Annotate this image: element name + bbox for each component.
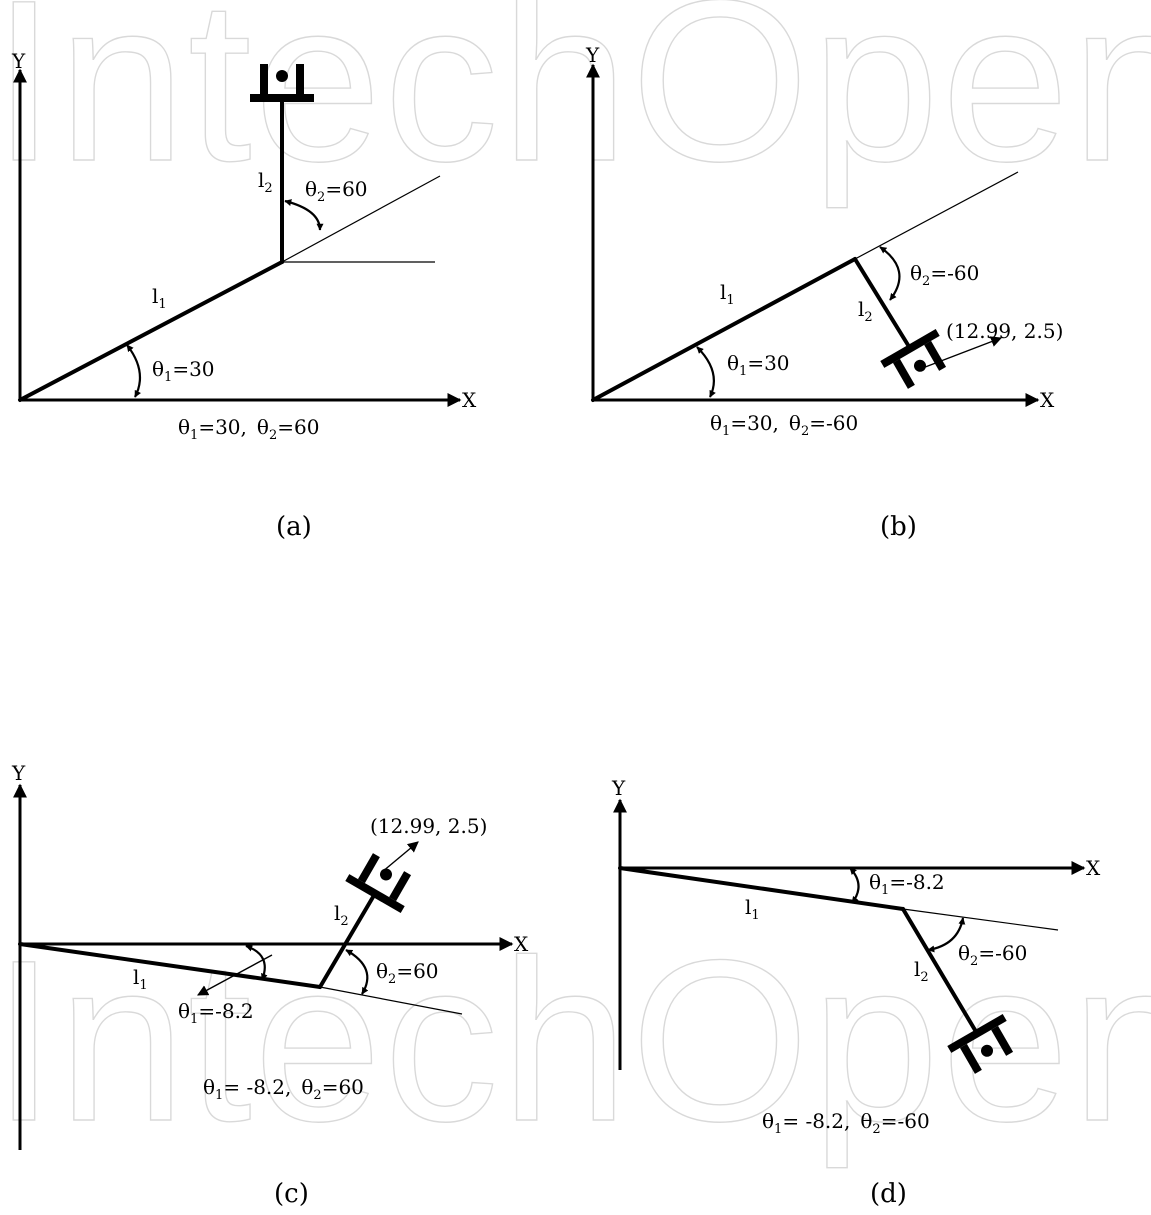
link2-label: l2 [858,297,873,325]
angles-summary: θ1=30, θ2=60 [178,415,319,443]
target-point-pointer [381,841,419,873]
theta2-arc [345,949,369,995]
link1-label: l1 [720,280,735,308]
theta1-arc [245,944,268,981]
theta1-label: θ1=-8.2 [869,870,945,898]
gripper [947,1013,1014,1074]
link1-extension-line [902,908,1059,931]
link2-label: l2 [334,901,349,929]
theta2-label: θ2=60 [305,177,368,205]
x-axis-label: X [1086,856,1101,880]
theta2-label: θ2=-60 [910,261,979,289]
link1-label: l1 [152,284,167,312]
link1-label: l1 [133,965,148,993]
gripper [880,329,947,389]
angles-summary: θ1=30, θ2=-60 [710,411,858,439]
link-1 [18,942,322,989]
link1-extension-line [319,986,463,1015]
link-1 [618,866,905,911]
theta2-arc [879,246,901,301]
link-2 [901,907,977,1032]
theta1-label: θ1=30 [152,357,215,385]
panel-caption: (b) [880,512,917,542]
panel-caption: (d) [870,1179,907,1209]
panel-caption: (a) [276,512,312,542]
theta2-arc [927,917,966,953]
theta1-arc [126,344,142,398]
target-point-label: (12.99, 2.5) [370,814,487,838]
panel-a: Y X l1 l2 θ1=30 θ2=60 θ1=30, θ2=60 (a) [11,49,477,542]
y-axis-label: Y [585,43,600,67]
link-2 [318,895,375,989]
gripper [250,64,314,102]
panel-b: Y X l1 l2 θ1=30 θ2=-60 (12.99, 2.5) θ1=3… [585,43,1063,542]
panel-c: Y X l1 l2 θ1=-8.2 θ2=60 (12.99, 2.5) θ1=… [11,761,529,1209]
link-2 [853,257,910,347]
theta1-arc [696,346,716,398]
x-axis-label: X [1040,388,1055,412]
panel-caption: (c) [274,1179,309,1209]
link2-label: l2 [914,957,929,985]
watermark-top: IntechOpen [0,0,1151,209]
link-1 [18,260,284,402]
y-axis-label: Y [11,49,26,73]
y-axis-label: Y [11,761,26,785]
x-axis-label: X [514,932,529,956]
target-point-label: (12.99, 2.5) [946,319,1063,343]
angles-summary: θ1= -8.2, θ2=60 [203,1075,364,1103]
link2-label: l2 [258,168,273,196]
theta1-arc [849,867,860,904]
link1-extension-line [281,175,441,263]
link-1 [591,257,857,402]
theta1-label: θ1=30 [727,351,790,379]
theta1-label: θ1=-8.2 [178,999,254,1027]
theta2-label: θ2=60 [376,959,439,987]
panel-d: Y X l1 l2 θ1=-8.2 θ2=-60 θ1= -8.2, θ2=-60… [611,776,1101,1209]
y-axis-label: Y [611,776,626,800]
theta2-label: θ2=-60 [958,941,1027,969]
link1-label: l1 [745,895,760,923]
link1-extension-line [854,171,1019,260]
gripper [345,853,412,913]
target-point-pointer [919,336,1003,370]
angles-summary: θ1= -8.2, θ2=-60 [762,1109,930,1137]
theta2-arc [284,199,324,231]
x-axis-label: X [462,388,477,412]
